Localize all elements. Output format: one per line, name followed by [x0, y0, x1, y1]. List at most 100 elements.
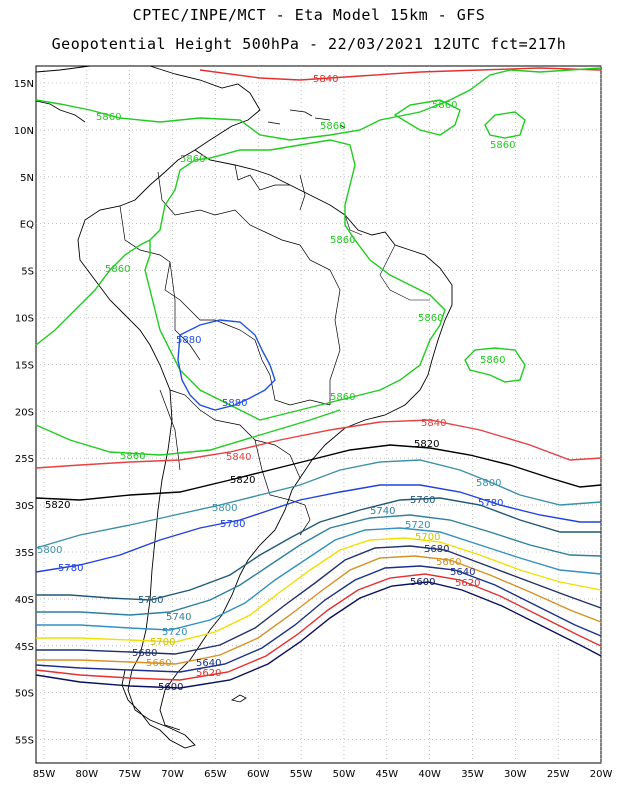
contour-label: 5780 — [220, 519, 245, 530]
contour-5860-island2 — [484, 111, 526, 139]
contour-label: 5820 — [414, 439, 439, 450]
contour-5640 — [35, 565, 602, 673]
lat-tick-label: 5N — [20, 173, 34, 184]
contour-label: 5800 — [212, 503, 237, 514]
contour-5740 — [36, 514, 602, 616]
contour-5820 — [35, 444, 602, 501]
lat-tick-label: 5S — [21, 267, 34, 278]
chart-subtitle: Geopotential Height 500hPa - 22/03/2021 … — [51, 35, 567, 53]
contour-label: 5740 — [166, 612, 191, 623]
contour-label: 5860 — [480, 355, 505, 366]
lon-tick-label: 45W — [375, 769, 398, 780]
coastline — [35, 65, 453, 749]
contour-label: 5680 — [424, 544, 449, 555]
contour-5860-island3 — [464, 347, 526, 383]
contour-label: 5860 — [320, 121, 345, 132]
contour-label: 5880 — [176, 335, 201, 346]
contour-5720 — [36, 527, 602, 631]
lon-tick-label: 55W — [290, 769, 313, 780]
contours — [35, 67, 602, 689]
contour-5880 — [177, 319, 276, 411]
lon-tick-label: 30W — [504, 769, 527, 780]
contour-label: 5760 — [138, 595, 163, 606]
lon-tick-label: 65W — [204, 769, 227, 780]
contour-5800 — [35, 459, 602, 549]
map-frame — [35, 65, 602, 764]
contour-5860-central — [144, 139, 446, 421]
contour-5660 — [36, 555, 602, 665]
lon-tick-label: 25W — [547, 769, 570, 780]
contour-5680 — [36, 545, 602, 655]
contour-label: 5800 — [476, 478, 501, 489]
contour-label: 5860 — [330, 235, 355, 246]
contour-label: 5860 — [96, 112, 121, 123]
contour-label: 5840 — [313, 74, 338, 85]
lat-tick-label: 10S — [15, 314, 34, 325]
contour-label: 5860 — [418, 313, 443, 324]
contour-label: 5640 — [450, 567, 475, 578]
contour-label: 5780 — [478, 498, 503, 509]
contour-label: 5660 — [436, 557, 461, 568]
lon-tick-label: 40W — [418, 769, 441, 780]
contour-label: 5860 — [330, 392, 355, 403]
contour-label: 5880 — [222, 398, 247, 409]
lat-tick-label: 10N — [14, 126, 34, 137]
contour-label: 5860 — [105, 264, 130, 275]
contour-5700 — [36, 537, 602, 643]
contour-5860-north — [35, 67, 602, 141]
contour-5840-north — [199, 67, 602, 81]
lon-tick-label: 20W — [590, 769, 613, 780]
lon-tick-label: 85W — [33, 769, 56, 780]
contour-5860-island1 — [393, 99, 461, 136]
graticule — [36, 66, 602, 763]
contour-5780 — [35, 484, 601, 573]
contour-label: 5720 — [405, 520, 430, 531]
lat-tick-label: 30S — [15, 501, 34, 512]
contour-label: 5760 — [410, 495, 435, 506]
contour-label: 5700 — [150, 637, 175, 648]
lat-tick-label: 45S — [15, 642, 34, 653]
lon-tick-label: 60W — [247, 769, 270, 780]
contour-label: 5820 — [45, 500, 70, 511]
lat-tick-label: 20S — [15, 407, 34, 418]
contour-label: 5620 — [455, 578, 480, 589]
contour-label: 5620 — [196, 668, 221, 679]
axis-ticks: 15N 10N 5N EQ 5S 10S 15S 20S 25S 30S 35S 40S 45S 50S 5… — [14, 79, 613, 780]
contour-label: 5660 — [146, 658, 171, 669]
contour-label: 5860 — [120, 451, 145, 462]
contour-label: 5780 — [58, 563, 83, 574]
contour-label: 5840 — [226, 452, 251, 463]
contour-5760 — [36, 497, 601, 601]
contour-label: 5740 — [370, 506, 395, 517]
contour-label: 5720 — [162, 627, 187, 638]
lat-tick-label: 25S — [15, 454, 34, 465]
contour-5860-south — [35, 409, 341, 456]
lat-tick-label: EQ — [20, 220, 34, 231]
contour-label: 5840 — [421, 418, 446, 429]
lat-tick-label: 50S — [15, 689, 34, 700]
lon-tick-label: 70W — [161, 769, 184, 780]
contour-label: 5700 — [415, 532, 440, 543]
contour-label: 5600 — [158, 682, 183, 693]
lat-tick-label: 40S — [15, 595, 34, 606]
lon-tick-label: 35W — [461, 769, 484, 780]
contour-label: 5860 — [432, 100, 457, 111]
lat-tick-label: 15S — [15, 360, 34, 371]
contour-label: 5800 — [37, 545, 62, 556]
lat-tick-label: 55S — [15, 736, 34, 747]
lat-tick-label: 35S — [15, 548, 34, 559]
contour-5840-south — [35, 419, 602, 469]
chart-title: CPTEC/INPE/MCT - Eta Model 15km - GFS — [132, 6, 486, 24]
contour-label: 5600 — [410, 577, 435, 588]
lat-tick-label: 15N — [14, 79, 34, 90]
contour-label: 5680 — [132, 648, 157, 659]
lon-tick-label: 80W — [76, 769, 99, 780]
contour-label: 5860 — [490, 140, 515, 151]
contour-5620 — [35, 573, 602, 681]
contour-label: 5640 — [196, 658, 221, 669]
lon-tick-label: 75W — [118, 769, 141, 780]
contour-labels: 5840 5860 5860 5860 5860 5860 5860 5860 … — [37, 74, 515, 693]
contour-5860-west — [35, 239, 151, 346]
contour-5600 — [35, 581, 602, 689]
